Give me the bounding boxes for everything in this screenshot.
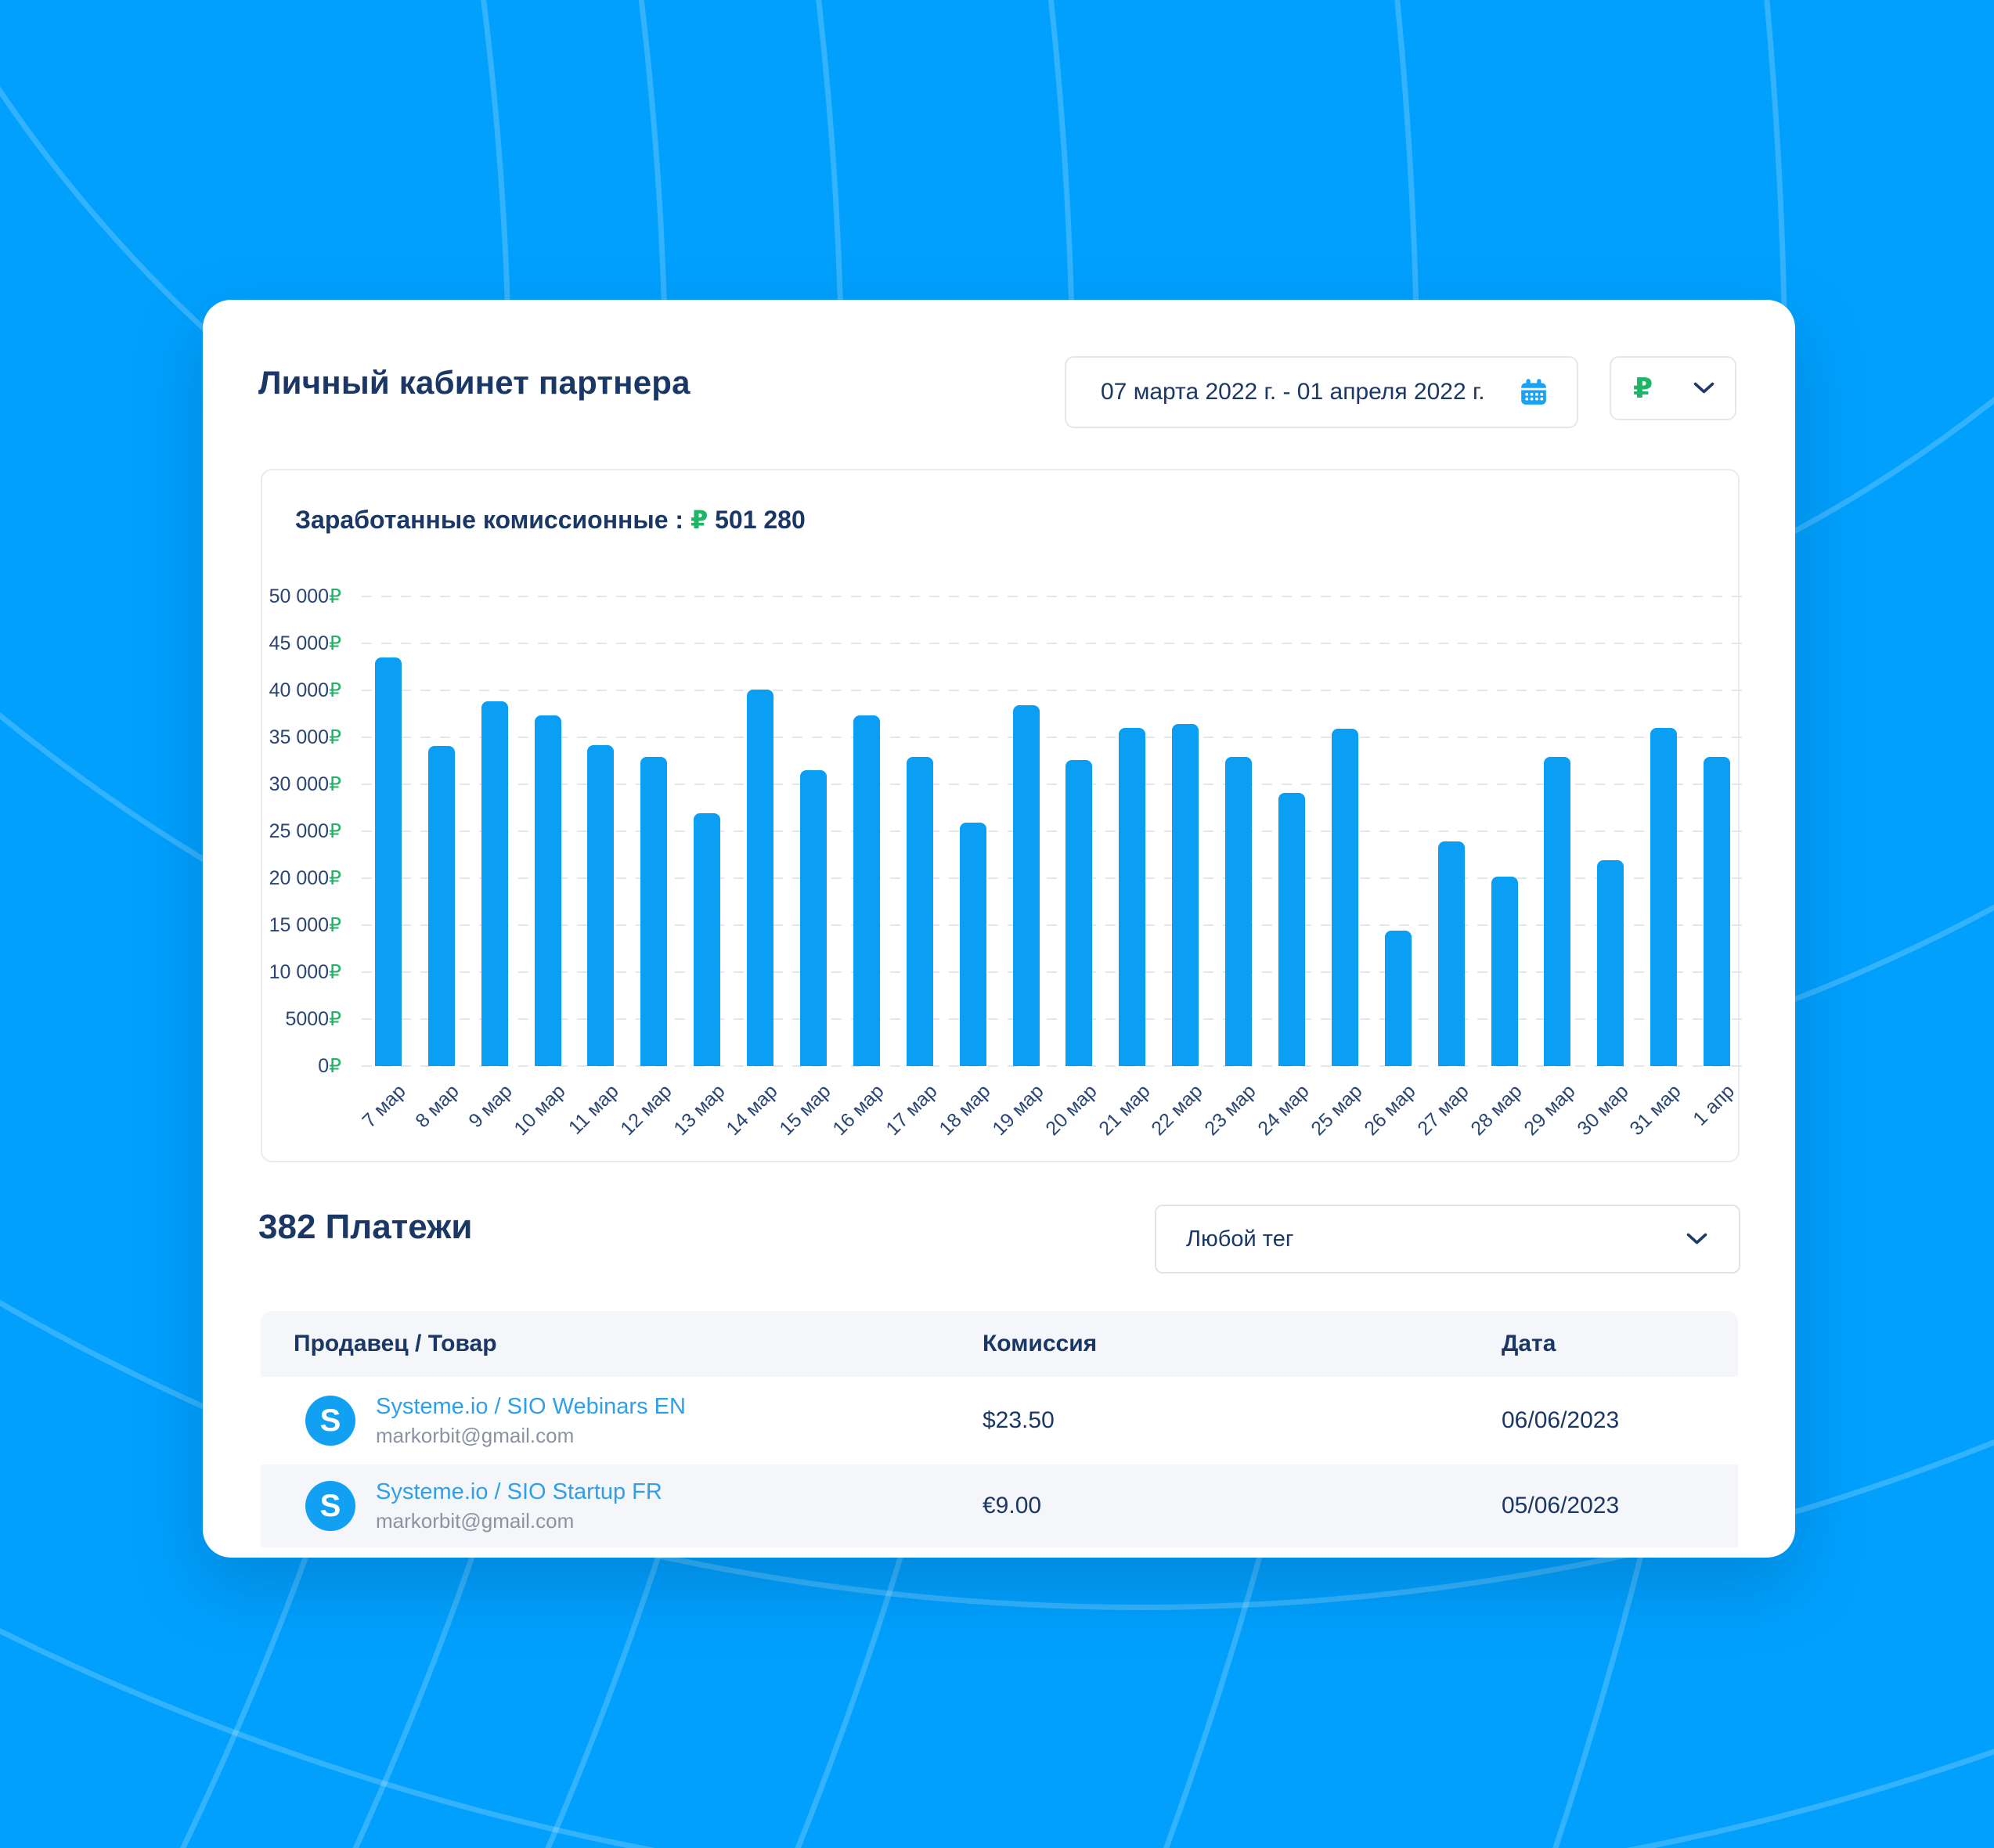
chart-bar-12-мар[interactable]: [640, 757, 668, 1066]
seller-product-link[interactable]: Systeme.io / SIO Webinars EN: [376, 1393, 686, 1419]
seller-lines: Systeme.io / SIO Startup FR markorbit@gma…: [376, 1479, 662, 1533]
chevron-down-icon: [1686, 1233, 1707, 1245]
chart-bar-20-мар[interactable]: [1066, 760, 1093, 1066]
chart-title: Заработанные комиссионные : ₽ 501 280: [295, 505, 806, 535]
gridline: [362, 596, 1743, 597]
chart-bar-15-мар[interactable]: [800, 770, 828, 1066]
payment-row[interactable]: S Systeme.io / SIO Webinars EN markorbit@g…: [261, 1377, 1738, 1464]
column-header-date: Дата: [1502, 1331, 1556, 1356]
seller-product-cell: S Systeme.io / SIO Webinars EN markorbit@g…: [261, 1394, 983, 1448]
gridline: [362, 877, 1743, 879]
y-axis-tick-label: 35 000₽: [269, 726, 341, 748]
chart-title-currency: ₽: [690, 505, 709, 535]
gridline: [362, 924, 1743, 926]
chart-bar-18-мар[interactable]: [959, 823, 986, 1066]
y-axis-tick-label: 20 000₽: [269, 866, 341, 889]
commission-value: $23.50: [983, 1407, 1055, 1433]
commission-value: €9.00: [983, 1493, 1042, 1518]
gridline: [362, 690, 1743, 691]
date-range-picker[interactable]: 07 марта 2022 г. - 01 апреля 2022 г.: [1065, 356, 1578, 428]
chart-bar-22-мар[interactable]: [1172, 724, 1199, 1066]
chart-bar-26-мар[interactable]: [1384, 931, 1412, 1066]
chart-bar-9-мар[interactable]: [481, 701, 508, 1066]
payments-count-title: 382 Платежи: [258, 1208, 473, 1246]
chart-bar-8-мар[interactable]: [427, 746, 455, 1066]
payments-table-header: Продавец / Товар Комиссия Дата: [261, 1311, 1738, 1377]
chart-bar-27-мар[interactable]: [1437, 841, 1465, 1066]
chart-bar-14-мар[interactable]: [747, 690, 774, 1066]
systeme-logo-avatar: S: [305, 1481, 355, 1531]
customer-email: markorbit@gmail.com: [376, 1508, 575, 1533]
page-title: Личный кабинет партнера: [258, 364, 691, 401]
chart-bar-7-мар[interactable]: [374, 657, 402, 1066]
currency-symbol: ₽: [1633, 372, 1653, 405]
chart-bar-21-мар[interactable]: [1119, 728, 1146, 1066]
gridline: [362, 830, 1743, 832]
tag-filter-value: Любой тег: [1186, 1226, 1294, 1252]
chart-title-label: Заработанные комиссионные :: [295, 506, 684, 534]
y-axis-tick-label: 45 000₽: [269, 632, 341, 654]
y-axis-tick-label: 0₽: [318, 1054, 341, 1077]
payments-table-body: S Systeme.io / SIO Webinars EN markorbit@g…: [261, 1377, 1738, 1547]
y-axis-tick-label: 10 000₽: [269, 960, 341, 983]
chart-bar-10-мар[interactable]: [534, 715, 561, 1066]
calendar-icon[interactable]: [1519, 377, 1549, 407]
systeme-logo-avatar: S: [305, 1396, 355, 1446]
chart-bar-17-мар[interactable]: [906, 757, 933, 1066]
bar-chart-plot: 0₽ 5000₽ 10 000₽ 15 000₽ 20 000₽ 25 000₽ 30 00…: [269, 585, 1743, 1140]
payments-table: Продавец / Товар Комиссия Дата S Systeme.…: [261, 1311, 1738, 1547]
chart-bar-16-мар[interactable]: [853, 715, 880, 1066]
chart-bar-19-мар[interactable]: [1012, 705, 1040, 1066]
chart-bar-25-мар[interactable]: [1331, 729, 1358, 1066]
y-axis-tick-label: 50 000₽: [269, 585, 341, 607]
payment-date: 06/06/2023: [1502, 1407, 1620, 1433]
chart-bar-13-мар[interactable]: [694, 813, 721, 1066]
column-header-seller-product: Продавец / Товар: [294, 1331, 497, 1356]
gridline: [362, 1018, 1743, 1020]
tag-filter-select[interactable]: Любой тег: [1155, 1205, 1740, 1273]
chart-bar-1-апр[interactable]: [1704, 757, 1731, 1066]
column-header-commission: Комиссия: [983, 1331, 1098, 1356]
y-axis-tick-label: 25 000₽: [269, 820, 341, 842]
customer-email: markorbit@gmail.com: [376, 1423, 575, 1447]
chevron-down-icon: [1693, 382, 1715, 394]
currency-selector[interactable]: ₽: [1610, 356, 1736, 420]
gridline: [362, 784, 1743, 785]
y-axis-tick-label: 5000₽: [285, 1007, 341, 1030]
payment-row[interactable]: S Systeme.io / SIO Startup FR markorbit@gm…: [261, 1464, 1738, 1547]
chart-bar-29-мар[interactable]: [1544, 757, 1571, 1066]
chart-bar-30-мар[interactable]: [1597, 860, 1624, 1066]
gridline: [362, 1065, 1743, 1067]
chart-bar-28-мар[interactable]: [1491, 877, 1518, 1066]
chart-bar-31-мар[interactable]: [1650, 728, 1678, 1066]
seller-product-cell: S Systeme.io / SIO Startup FR markorbit@gm…: [261, 1479, 983, 1533]
gridline: [362, 971, 1743, 973]
chart-bar-24-мар[interactable]: [1278, 793, 1305, 1066]
date-range-value: 07 марта 2022 г. - 01 апреля 2022 г.: [1101, 379, 1485, 405]
commissions-chart-panel: Заработанные комиссионные : ₽ 501 280 0₽…: [261, 469, 1743, 1162]
seller-lines: Systeme.io / SIO Webinars EN markorbit@gm…: [376, 1394, 686, 1448]
chart-bar-23-мар[interactable]: [1225, 757, 1253, 1066]
y-axis-tick-label: 15 000₽: [269, 913, 341, 936]
payment-date: 05/06/2023: [1502, 1493, 1620, 1518]
gridline: [362, 643, 1743, 644]
seller-product-link[interactable]: Systeme.io / SIO Startup FR: [376, 1479, 662, 1504]
gridline: [362, 737, 1743, 738]
y-axis-tick-label: 40 000₽: [269, 679, 341, 701]
y-axis-tick-label: 30 000₽: [269, 773, 341, 795]
chart-title-total: 501 280: [715, 506, 806, 534]
partner-dashboard-card: Личный кабинет партнера 07 марта 2022 г.…: [203, 300, 1795, 1558]
chart-bar-11-мар[interactable]: [587, 745, 615, 1066]
